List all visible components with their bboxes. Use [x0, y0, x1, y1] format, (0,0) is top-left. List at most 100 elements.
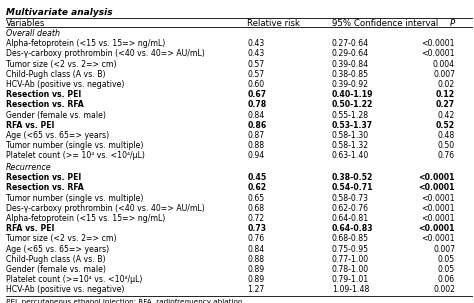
Text: Tumor number (single vs. multiple): Tumor number (single vs. multiple) [6, 141, 143, 150]
Text: 0.39-0.92: 0.39-0.92 [332, 80, 369, 89]
Text: 0.27: 0.27 [436, 100, 455, 109]
Text: Resection vs. RFA: Resection vs. RFA [6, 184, 83, 192]
Text: 0.62: 0.62 [247, 184, 266, 192]
Text: 0.67: 0.67 [247, 90, 266, 99]
Text: 0.86: 0.86 [247, 121, 267, 130]
Text: 0.58-1.30: 0.58-1.30 [332, 131, 369, 140]
Text: 0.78-1.00: 0.78-1.00 [332, 265, 369, 274]
Text: 0.06: 0.06 [438, 275, 455, 284]
Text: 0.84: 0.84 [247, 111, 264, 120]
Text: 0.43: 0.43 [247, 39, 264, 48]
Text: <0.0001: <0.0001 [421, 214, 455, 223]
Text: 0.76: 0.76 [438, 152, 455, 160]
Text: 0.38-0.52: 0.38-0.52 [332, 173, 373, 182]
Text: 0.60: 0.60 [247, 80, 264, 89]
Text: 0.62-0.76: 0.62-0.76 [332, 204, 369, 213]
Text: 0.007: 0.007 [433, 70, 455, 79]
Text: 0.76: 0.76 [247, 235, 264, 244]
Text: 0.45: 0.45 [247, 173, 267, 182]
Text: Multivariate analysis: Multivariate analysis [6, 8, 112, 18]
Text: 0.42: 0.42 [438, 111, 455, 120]
Text: 0.57: 0.57 [247, 70, 264, 79]
Text: HCV-Ab (positive vs. negative): HCV-Ab (positive vs. negative) [6, 285, 124, 295]
Text: <0.0001: <0.0001 [419, 184, 455, 192]
Text: 0.94: 0.94 [247, 152, 264, 160]
Text: Alpha-fetoprotein (<15 vs. 15=> ng/mL): Alpha-fetoprotein (<15 vs. 15=> ng/mL) [6, 39, 165, 48]
Text: Platelet count (>=10⁴ vs. <10⁴/μL): Platelet count (>=10⁴ vs. <10⁴/μL) [6, 275, 142, 284]
Text: Resection vs. PEI: Resection vs. PEI [6, 173, 81, 182]
Text: PEI, percutaneous ethanol injection; RFA, radiofrequency ablation.: PEI, percutaneous ethanol injection; RFA… [6, 299, 244, 303]
Text: 1.27: 1.27 [247, 285, 264, 295]
Text: 0.39-0.84: 0.39-0.84 [332, 60, 369, 68]
Text: Relative risk: Relative risk [247, 19, 301, 28]
Text: Platelet count (>= 10⁴ vs. <10⁴/μL): Platelet count (>= 10⁴ vs. <10⁴/μL) [6, 152, 145, 160]
Text: 0.78: 0.78 [247, 100, 267, 109]
Text: 0.64-0.81: 0.64-0.81 [332, 214, 369, 223]
Text: P: P [450, 19, 455, 28]
Text: 0.50: 0.50 [438, 141, 455, 150]
Text: 0.68: 0.68 [247, 204, 264, 213]
Text: Age (<65 vs. 65=> years): Age (<65 vs. 65=> years) [6, 245, 109, 254]
Text: 0.84: 0.84 [247, 245, 264, 254]
Text: Resection vs. PEI: Resection vs. PEI [6, 90, 81, 99]
Text: 0.73: 0.73 [247, 224, 266, 233]
Text: 0.40-1.19: 0.40-1.19 [332, 90, 374, 99]
Text: Variables: Variables [6, 19, 45, 28]
Text: Child-Pugh class (A vs. B): Child-Pugh class (A vs. B) [6, 255, 105, 264]
Text: 0.55-1.28: 0.55-1.28 [332, 111, 369, 120]
Text: <0.0001: <0.0001 [419, 224, 455, 233]
Text: 0.68-0.85: 0.68-0.85 [332, 235, 369, 244]
Text: 0.77-1.00: 0.77-1.00 [332, 255, 369, 264]
Text: RFA vs. PEI: RFA vs. PEI [6, 224, 54, 233]
Text: 0.004: 0.004 [433, 60, 455, 68]
Text: HCV-Ab (positive vs. negative): HCV-Ab (positive vs. negative) [6, 80, 124, 89]
Text: 1.09-1.48: 1.09-1.48 [332, 285, 369, 295]
Text: Des-γ-carboxy prothrombin (<40 vs. 40=> AU/mL): Des-γ-carboxy prothrombin (<40 vs. 40=> … [6, 204, 204, 213]
Text: 0.007: 0.007 [433, 245, 455, 254]
Text: 0.29-0.64: 0.29-0.64 [332, 49, 369, 58]
Text: 0.02: 0.02 [438, 80, 455, 89]
Text: 0.05: 0.05 [438, 265, 455, 274]
Text: <0.0001: <0.0001 [421, 204, 455, 213]
Text: 0.87: 0.87 [247, 131, 264, 140]
Text: 0.58-0.73: 0.58-0.73 [332, 194, 369, 203]
Text: 0.64-0.83: 0.64-0.83 [332, 224, 374, 233]
Text: 0.54-0.71: 0.54-0.71 [332, 184, 374, 192]
Text: 95% Confidence interval: 95% Confidence interval [332, 19, 438, 28]
Text: 0.72: 0.72 [247, 214, 264, 223]
Text: 0.52: 0.52 [436, 121, 455, 130]
Text: 0.88: 0.88 [247, 255, 264, 264]
Text: 0.002: 0.002 [433, 285, 455, 295]
Text: <0.0001: <0.0001 [421, 39, 455, 48]
Text: Des-γ-carboxy prothrombin (<40 vs. 40=> AU/mL): Des-γ-carboxy prothrombin (<40 vs. 40=> … [6, 49, 204, 58]
Text: <0.0001: <0.0001 [421, 235, 455, 244]
Text: 0.05: 0.05 [438, 255, 455, 264]
Text: <0.0001: <0.0001 [421, 194, 455, 203]
Text: <0.0001: <0.0001 [419, 173, 455, 182]
Text: 0.12: 0.12 [436, 90, 455, 99]
Text: Tumor number (single vs. multiple): Tumor number (single vs. multiple) [6, 194, 143, 203]
Text: 0.38-0.85: 0.38-0.85 [332, 70, 369, 79]
Text: 0.43: 0.43 [247, 49, 264, 58]
Text: 0.63-1.40: 0.63-1.40 [332, 152, 369, 160]
Text: 0.27-0.64: 0.27-0.64 [332, 39, 369, 48]
Text: Resection vs. RFA: Resection vs. RFA [6, 100, 83, 109]
Text: 0.89: 0.89 [247, 265, 264, 274]
Text: 0.57: 0.57 [247, 60, 264, 68]
Text: <0.0001: <0.0001 [421, 49, 455, 58]
Text: 0.79-1.01: 0.79-1.01 [332, 275, 369, 284]
Text: Age (<65 vs. 65=> years): Age (<65 vs. 65=> years) [6, 131, 109, 140]
Text: Recurrence: Recurrence [6, 163, 51, 172]
Text: 0.65: 0.65 [247, 194, 264, 203]
Text: 0.50-1.22: 0.50-1.22 [332, 100, 373, 109]
Text: 0.53-1.37: 0.53-1.37 [332, 121, 373, 130]
Text: Gender (female vs. male): Gender (female vs. male) [6, 111, 106, 120]
Text: Alpha-fetoprotein (<15 vs. 15=> ng/mL): Alpha-fetoprotein (<15 vs. 15=> ng/mL) [6, 214, 165, 223]
Text: 0.48: 0.48 [438, 131, 455, 140]
Text: 0.75-0.95: 0.75-0.95 [332, 245, 369, 254]
Text: 0.89: 0.89 [247, 275, 264, 284]
Text: Child-Pugh class (A vs. B): Child-Pugh class (A vs. B) [6, 70, 105, 79]
Text: 0.88: 0.88 [247, 141, 264, 150]
Text: Tumor size (<2 vs. 2=> cm): Tumor size (<2 vs. 2=> cm) [6, 235, 116, 244]
Text: Overall death: Overall death [6, 29, 60, 38]
